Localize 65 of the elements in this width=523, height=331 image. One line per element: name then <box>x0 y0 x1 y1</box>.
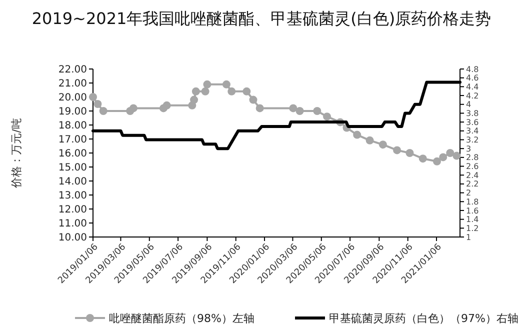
point <box>256 104 264 112</box>
y-axis-title: 价格：万元/吨 <box>10 118 23 189</box>
y2-tick-label: 1.2 <box>466 224 479 233</box>
y-tick-label: 13.00 <box>58 190 87 202</box>
y2-tick-label: 4.8 <box>466 64 479 74</box>
point <box>439 153 448 162</box>
y2-tick-label: 2.2 <box>466 180 479 189</box>
y2-tick-label: 3 <box>466 144 472 154</box>
point <box>201 87 210 96</box>
y2-tick-label: 4 <box>466 100 472 110</box>
point <box>94 100 102 108</box>
point <box>162 101 171 110</box>
y2-tick-label: 1.6 <box>466 206 479 216</box>
chart-title: 2019~2021年我国吡唑醚菌酯、甲基硫菌灵(白色)原药价格走势 <box>32 9 492 28</box>
y-tick-label: 10.00 <box>58 232 87 244</box>
point <box>222 80 230 88</box>
y-tick-label: 22.00 <box>58 64 87 76</box>
point <box>249 96 258 104</box>
point <box>203 80 212 88</box>
point <box>313 107 322 115</box>
point <box>89 93 97 101</box>
y2-tick-label: 1 <box>466 232 472 242</box>
y-tick-label: 20.00 <box>58 92 87 104</box>
point <box>190 96 198 104</box>
y2-tick-label: 3.8 <box>466 109 479 118</box>
point <box>99 107 108 115</box>
y2-tick-label: 4.6 <box>466 74 479 83</box>
y-tick-label: 21.00 <box>58 78 87 90</box>
y2-tick-label: 4.2 <box>466 91 479 100</box>
y2-tick-label: 2.4 <box>466 170 479 180</box>
point <box>432 157 441 166</box>
y2-tick-label: 4.4 <box>466 82 479 92</box>
point <box>366 136 374 144</box>
y-tick-label: 18.00 <box>58 120 87 132</box>
point <box>353 130 362 139</box>
point <box>323 112 332 121</box>
y2-tick-label: 1.4 <box>466 215 479 224</box>
legend-label: 甲基硫菌灵原药（白色）（97%）右轴 <box>329 312 518 325</box>
point <box>378 140 387 149</box>
y-tick-label: 14.00 <box>58 176 87 188</box>
y2-tick-label: 3.6 <box>466 118 479 127</box>
y-tick-label: 11.00 <box>58 218 87 230</box>
point <box>393 146 402 154</box>
y2-tick-label: 1.8 <box>466 197 479 206</box>
point <box>418 154 427 163</box>
point <box>192 87 200 96</box>
point <box>242 87 251 96</box>
y-tick-label: 16.00 <box>58 148 87 160</box>
point <box>452 152 461 160</box>
point <box>446 149 454 157</box>
y2-tick-label: 3.4 <box>466 126 479 136</box>
point <box>129 104 138 112</box>
point <box>406 149 414 157</box>
point <box>296 107 304 115</box>
y-tick-label: 17.00 <box>58 134 87 146</box>
legend-label: 吡唑醚菌酯原药（98%）左轴 <box>109 312 254 325</box>
y-tick-label: 19.00 <box>58 106 87 118</box>
point <box>289 104 298 112</box>
y2-tick-label: 2.6 <box>466 162 479 172</box>
y-tick-label: 12.00 <box>58 204 87 216</box>
y2-tick-label: 2.8 <box>466 153 479 162</box>
point <box>228 87 236 96</box>
y2-tick-label: 2 <box>466 188 472 198</box>
y-tick-label: 15.00 <box>58 162 87 174</box>
y2-tick-label: 3.2 <box>466 136 479 145</box>
